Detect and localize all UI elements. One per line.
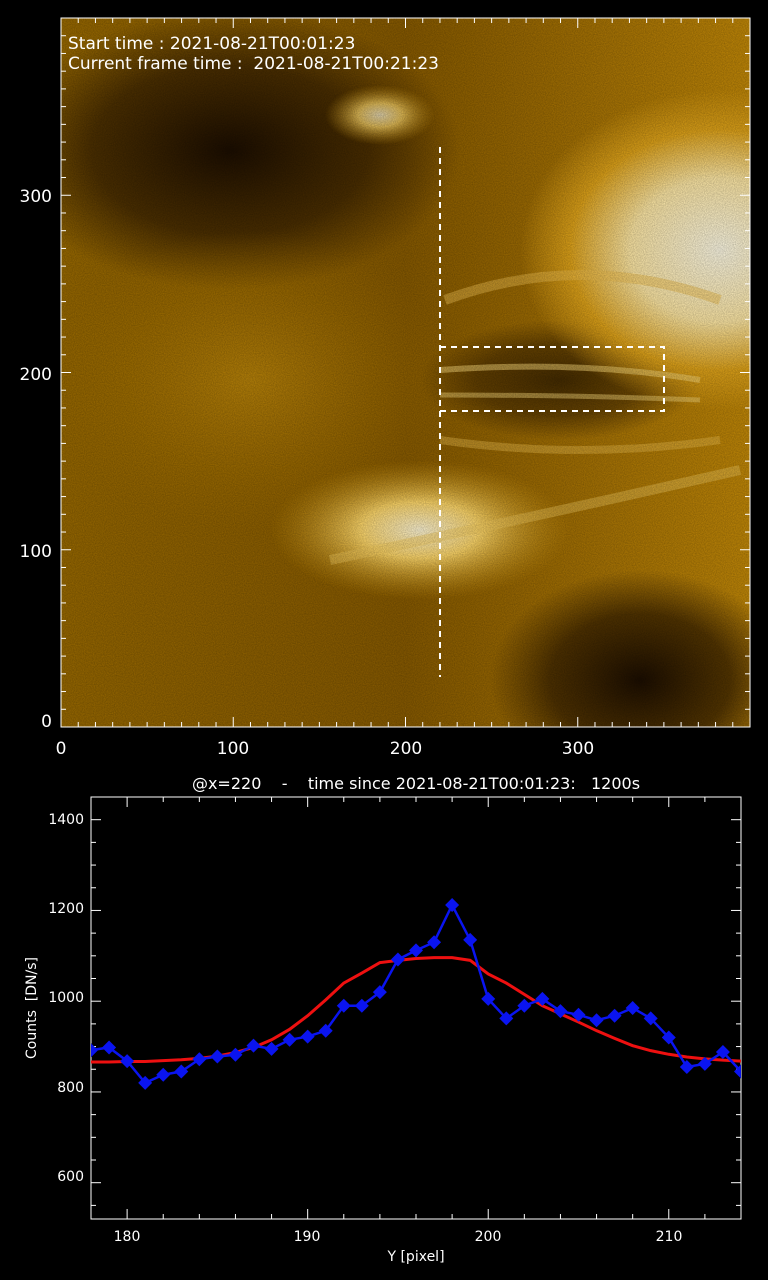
data-point	[517, 998, 532, 1013]
plot-y-axis-label: Counts [DN/s]	[24, 957, 40, 1059]
data-point	[102, 1040, 117, 1055]
data-point	[553, 1004, 568, 1019]
fit-line	[91, 956, 741, 1064]
data-point	[228, 1047, 243, 1062]
data-point	[318, 1023, 333, 1038]
data-point	[734, 1064, 741, 1079]
data-point	[625, 1001, 640, 1015]
plot-x-tick-label: 200	[475, 1229, 502, 1245]
plot-tick-marks	[90, 796, 742, 1219]
image-x-tick-labels: 0 100 200 300	[56, 739, 595, 759]
data-point	[91, 1043, 98, 1058]
data-point	[138, 1075, 153, 1090]
data-point	[264, 1041, 279, 1056]
plot-x-tick-label: 190	[294, 1229, 321, 1245]
data-point	[589, 1013, 604, 1028]
data-point	[300, 1029, 315, 1044]
plot-x-axis-label: Y [pixel]	[386, 1249, 444, 1265]
image-tick-marks	[60, 17, 751, 728]
image-x-tick-label: 0	[56, 739, 67, 759]
data-point	[336, 998, 351, 1013]
solar-image-panel: 0 100 200 300 0 100 200 300 Start time :…	[20, 17, 751, 759]
data-point	[372, 985, 387, 1000]
data-point	[535, 991, 550, 1006]
data-point	[607, 1008, 622, 1023]
plot-y-tick-label: 1400	[48, 812, 84, 828]
image-y-tick-label: 200	[20, 365, 52, 385]
data-point	[210, 1049, 225, 1064]
data-series	[91, 897, 741, 1090]
data-point	[282, 1032, 297, 1047]
plot-x-tick-labels: 180 190 200 210	[114, 1229, 683, 1245]
data-point	[192, 1052, 207, 1067]
image-y-tick-label: 300	[20, 187, 52, 207]
data-point	[499, 1011, 514, 1026]
plot-y-tick-label: 1000	[48, 990, 84, 1006]
image-y-tick-label: 100	[20, 542, 52, 562]
image-y-tick-label: 0	[41, 712, 52, 732]
data-point	[571, 1007, 586, 1022]
data-point	[661, 1030, 676, 1045]
data-point	[463, 932, 478, 947]
data-point	[697, 1056, 712, 1071]
data-point	[481, 991, 496, 1006]
selection-box	[439, 346, 665, 412]
plot-x-tick-label: 180	[114, 1229, 141, 1245]
data-line	[91, 902, 741, 1085]
plot-y-tick-label: 600	[57, 1169, 84, 1185]
data-point	[715, 1045, 730, 1060]
image-y-tick-labels: 0 100 200 300	[20, 187, 52, 732]
data-point	[679, 1059, 694, 1074]
data-point	[120, 1054, 135, 1069]
data-point	[156, 1067, 171, 1082]
frame-time-label: Current frame time : 2021-08-21T00:21:23	[68, 54, 439, 74]
data-point	[409, 943, 423, 958]
profile-plot: @x=220 - time since 2021-08-21T00:01:23:…	[24, 774, 742, 1265]
data-point	[390, 952, 405, 967]
start-time-label: Start time : 2021-08-21T00:01:23	[68, 34, 355, 54]
image-x-tick-label: 300	[562, 739, 594, 759]
data-point	[174, 1064, 189, 1079]
plot-frame	[90, 796, 742, 1220]
image-x-tick-label: 100	[217, 739, 249, 759]
data-point	[354, 998, 369, 1013]
plot-y-tick-labels: 600 800 1000 1200 1400	[48, 812, 84, 1185]
plot-x-tick-label: 210	[656, 1229, 683, 1245]
data-point	[445, 897, 460, 912]
plot-y-tick-label: 800	[57, 1080, 84, 1096]
fit-series	[91, 956, 741, 1064]
data-point	[427, 935, 442, 950]
plot-title: @x=220 - time since 2021-08-21T00:01:23:…	[192, 774, 640, 793]
solar-image	[61, 18, 750, 727]
plot-y-tick-label: 1200	[48, 901, 84, 917]
data-point	[246, 1038, 261, 1053]
data-point	[643, 1011, 658, 1026]
image-x-tick-label: 200	[390, 739, 422, 759]
